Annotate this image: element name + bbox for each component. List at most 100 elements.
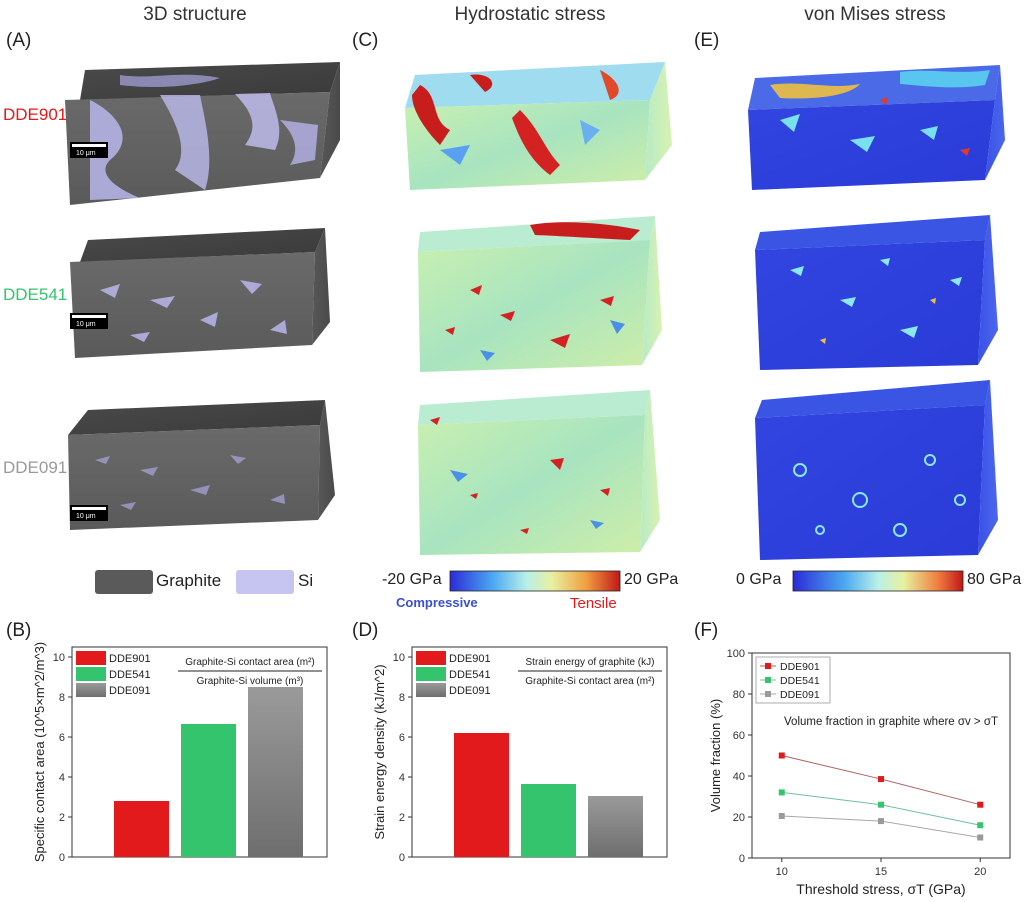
legend-label-dde091: DDE091: [449, 685, 491, 697]
structure-block-dde541: [70, 228, 330, 358]
legend-label-dde901: DDE901: [780, 661, 820, 673]
y-tick-label: 4: [59, 772, 65, 784]
formula-numerator: Graphite-Si contact area (m²): [185, 657, 315, 668]
si-swatch: [236, 570, 294, 594]
column-title-hydrostatic: Hydrostatic stress: [454, 4, 606, 25]
y-tick-label: 80: [733, 689, 745, 701]
structure-block-dde901: [65, 62, 340, 205]
scale-bar-label-2: 10 μm: [76, 321, 96, 328]
x-tick-label: 20: [974, 866, 986, 878]
bar-dde901: [454, 733, 509, 857]
y-tick-label: 20: [733, 812, 745, 824]
legend-swatch-dde091: [76, 683, 106, 697]
y-tick-label: 40: [733, 771, 745, 783]
chart-specific-contact-area: 0 2 4 6 8 10 Specific contact area (10^5×m^2/m…: [32, 642, 328, 864]
point-dde091: [878, 818, 884, 825]
vonmises-block-dde091: [755, 380, 998, 560]
point-dde541: [977, 822, 984, 829]
y-tick-label: 8: [399, 692, 405, 704]
bar-dde091: [248, 687, 303, 857]
vonmises-block-dde901: [748, 65, 1005, 190]
y-axis-label: Strain energy density (kJ/m^2): [372, 664, 387, 839]
legend-label-dde091: DDE091: [780, 689, 820, 701]
formula-denominator: Graphite-Si contact area (m²): [525, 676, 655, 687]
y-axis-label: Specific contact area (10^5×m^2/m^3): [32, 642, 47, 862]
legend-label-dde541: DDE541: [780, 675, 820, 687]
vm-colorbar-min: 0 GPa: [736, 571, 782, 588]
bar-dde091: [588, 796, 643, 857]
point-dde901: [878, 776, 884, 783]
si-legend-label: Si: [298, 571, 314, 590]
legend-swatch-dde901: [416, 651, 446, 665]
structure-block-dde091: [68, 400, 335, 530]
legend-label-dde091: DDE091: [109, 685, 151, 697]
point-dde091: [977, 834, 984, 841]
point-dde541: [878, 801, 884, 808]
bar-dde541: [521, 784, 576, 857]
y-tick-label: 10: [53, 652, 65, 664]
point-dde901: [778, 752, 785, 759]
x-tick-label: 15: [875, 866, 887, 878]
legend-marker-dde541: [765, 677, 771, 683]
compressive-label: Compressive: [396, 595, 478, 610]
point-dde901: [977, 801, 984, 808]
graphite-swatch: [95, 570, 153, 594]
scale-bar-2: [70, 313, 108, 329]
chart-volume-fraction: 0 20 40 60 80 100 10 15 20 Threshold stress, σT (…: [708, 648, 1011, 897]
y-tick-label: 0: [59, 852, 65, 864]
vonmises-colorbar: [792, 570, 964, 592]
hydro-colorbar-min: -20 GPa: [382, 571, 442, 588]
y-tick-label: 10: [393, 652, 405, 664]
legend-swatch-dde901: [76, 651, 106, 665]
vonmises-block-dde541: [755, 215, 998, 370]
y-axis-label: Volume fraction (%): [708, 699, 723, 812]
y-tick-label: 0: [739, 853, 745, 865]
graphite-legend-label: Graphite: [156, 571, 222, 590]
y-tick-label: 2: [399, 812, 405, 824]
legend-marker-dde901: [765, 663, 771, 669]
x-axis-label: Threshold stress, σT (GPa): [796, 881, 965, 897]
chart-annotation: Volume fraction in graphite where σv > σ…: [784, 716, 998, 728]
legend-label-dde541: DDE541: [109, 669, 151, 681]
hydro-colorbar-max: 20 GPa: [624, 571, 679, 588]
legend-label-dde901: DDE901: [449, 653, 491, 665]
y-tick-label: 100: [727, 648, 745, 660]
y-tick-label: 4: [399, 772, 405, 784]
hydrostatic-block-dde091: [418, 390, 660, 555]
chart-strain-energy-density: 0 2 4 6 8 10 Strain energy density (kJ/m^2) DDE…: [372, 646, 668, 864]
legend-marker-dde091: [765, 691, 771, 697]
hydrostatic-colorbar: [449, 570, 621, 592]
formula-denominator: Graphite-Si volume (m³): [197, 676, 304, 687]
formula-numerator: Strain energy of graphite (kJ): [526, 657, 655, 668]
scale-bar-label-1: 10 μm: [76, 150, 96, 157]
legend-swatch-dde541: [416, 667, 446, 681]
y-tick-label: 60: [733, 730, 745, 742]
bar-dde541: [181, 724, 236, 857]
microstructure-renderings: [65, 62, 1005, 594]
row-label-dde901: DDE901: [3, 105, 68, 124]
panel-label-b: (B): [6, 620, 32, 641]
point-dde541: [778, 789, 785, 796]
y-tick-label: 6: [399, 732, 405, 744]
panel-label-c: (C): [352, 30, 379, 51]
legend-label-dde541: DDE541: [449, 669, 491, 681]
panel-label-a: (A): [6, 30, 32, 51]
legend-swatch-dde541: [76, 667, 106, 681]
scale-bar-label-3: 10 μm: [76, 513, 96, 520]
panel-label-e: (E): [694, 30, 720, 51]
row-label-dde091: DDE091: [3, 458, 68, 477]
x-tick-label: 10: [776, 866, 788, 878]
panel-label-f: (F): [694, 620, 719, 641]
scale-bar-1: [70, 142, 108, 158]
row-label-dde541: DDE541: [3, 285, 68, 304]
point-dde091: [778, 812, 785, 819]
bar-dde901: [114, 801, 169, 857]
hydrostatic-block-dde541: [418, 216, 662, 372]
hydrostatic-block-dde901: [405, 62, 672, 190]
legend-label-dde901: DDE901: [109, 653, 151, 665]
panel-label-d: (D): [352, 620, 379, 641]
y-tick-label: 6: [59, 732, 65, 744]
column-title-von-mises: von Mises stress: [804, 4, 946, 25]
legend-swatch-dde091: [416, 683, 446, 697]
y-tick-label: 0: [399, 852, 405, 864]
